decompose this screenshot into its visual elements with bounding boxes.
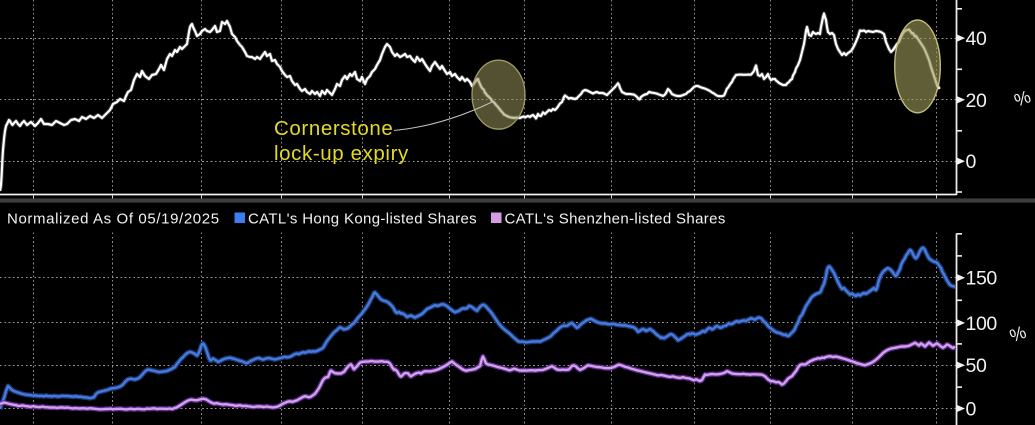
svg-text:0: 0 [966,151,977,173]
svg-text:Cornerstone: Cornerstone [274,117,393,140]
svg-text:lock-up expiry: lock-up expiry [274,142,409,165]
svg-text:50: 50 [966,355,987,377]
svg-text:%: % [1007,322,1029,346]
svg-text:Normalized As Of 05/19/2025: Normalized As Of 05/19/2025 [7,211,220,228]
svg-text:CATL's Shenzhen-listed Shares: CATL's Shenzhen-listed Shares [505,211,726,228]
svg-text:%: % [1011,86,1033,110]
svg-text:40: 40 [966,28,987,50]
svg-text:20: 20 [966,90,987,112]
svg-text:CATL's Hong Kong-listed Shares: CATL's Hong Kong-listed Shares [248,211,477,228]
svg-text:0: 0 [966,399,977,421]
svg-text:100: 100 [966,313,998,335]
svg-text:150: 150 [966,268,998,290]
